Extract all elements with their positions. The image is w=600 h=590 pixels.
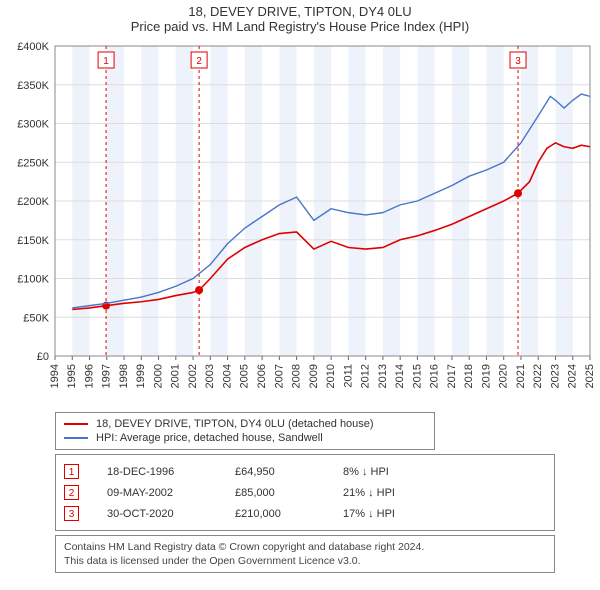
svg-text:2014: 2014 [394,364,406,388]
event-date: 18-DEC-1996 [107,466,207,478]
event-date: 09-MAY-2002 [107,487,207,499]
svg-text:2001: 2001 [170,364,182,388]
event-marker-icon: 1 [64,464,79,479]
svg-text:2016: 2016 [429,364,441,388]
legend-box: 18, DEVEY DRIVE, TIPTON, DY4 0LU (detach… [55,412,435,450]
svg-text:2025: 2025 [584,364,596,388]
attribution-line: This data is licensed under the Open Gov… [64,554,546,568]
svg-text:£100K: £100K [17,274,49,286]
svg-text:£150K: £150K [17,235,49,247]
svg-text:2018: 2018 [463,364,475,388]
svg-text:1997: 1997 [101,364,113,388]
svg-text:2021: 2021 [515,364,527,388]
svg-text:1: 1 [103,56,109,67]
svg-text:2017: 2017 [446,364,458,388]
svg-text:2000: 2000 [152,364,164,388]
event-date: 30-OCT-2020 [107,508,207,520]
svg-text:2009: 2009 [308,364,320,388]
svg-text:2024: 2024 [567,364,579,388]
event-row: 1 18-DEC-1996 £64,950 8% ↓ HPI [64,461,546,482]
svg-text:2007: 2007 [273,364,285,388]
legend-item: HPI: Average price, detached house, Sand… [64,431,426,445]
title-line-1: 18, DEVEY DRIVE, TIPTON, DY4 0LU [0,4,600,19]
svg-text:2002: 2002 [187,364,199,388]
svg-text:2012: 2012 [360,364,372,388]
title-line-2: Price paid vs. HM Land Registry's House … [0,19,600,34]
svg-text:2011: 2011 [342,364,354,388]
svg-text:2010: 2010 [325,364,337,388]
legend-swatch [64,437,88,439]
svg-text:2003: 2003 [204,364,216,388]
svg-text:3: 3 [515,56,521,67]
svg-text:2006: 2006 [256,364,268,388]
svg-text:1995: 1995 [66,364,78,388]
svg-text:2: 2 [196,56,202,67]
svg-text:2020: 2020 [498,364,510,388]
svg-text:£200K: £200K [17,196,49,208]
events-box: 1 18-DEC-1996 £64,950 8% ↓ HPI 2 09-MAY-… [55,454,555,531]
event-row: 3 30-OCT-2020 £210,000 17% ↓ HPI [64,503,546,524]
svg-text:2008: 2008 [291,364,303,388]
event-diff: 17% ↓ HPI [343,508,546,520]
svg-text:2022: 2022 [532,364,544,388]
event-diff: 21% ↓ HPI [343,487,546,499]
svg-text:1999: 1999 [135,364,147,388]
svg-text:2023: 2023 [549,364,561,388]
event-row: 2 09-MAY-2002 £85,000 21% ↓ HPI [64,482,546,503]
event-price: £210,000 [235,508,315,520]
svg-text:£50K: £50K [23,312,49,324]
line-chart-svg: £0 £50K £100K £150K £200K £250K £300K £350K £400… [0,36,600,406]
svg-text:1998: 1998 [118,364,130,388]
svg-text:£350K: £350K [17,80,49,92]
event-marker-icon: 2 [64,485,79,500]
event-marker-icon: 3 [64,506,79,521]
legend-item: 18, DEVEY DRIVE, TIPTON, DY4 0LU (detach… [64,417,426,431]
attribution-box: Contains HM Land Registry data © Crown c… [55,535,555,573]
svg-text:2005: 2005 [239,364,251,388]
svg-text:£300K: £300K [17,119,49,131]
attribution-line: Contains HM Land Registry data © Crown c… [64,540,546,554]
svg-text:£250K: £250K [17,157,49,169]
svg-text:1996: 1996 [83,364,95,388]
chart-title-block: 18, DEVEY DRIVE, TIPTON, DY4 0LU Price p… [0,0,600,36]
svg-text:2015: 2015 [411,364,423,388]
event-diff: 8% ↓ HPI [343,466,546,478]
legend-swatch [64,423,88,425]
svg-text:2013: 2013 [377,364,389,388]
svg-text:2019: 2019 [480,364,492,388]
svg-text:2004: 2004 [221,364,233,388]
event-price: £64,950 [235,466,315,478]
chart-area: £0 £50K £100K £150K £200K £250K £300K £350K £400… [0,36,600,406]
legend-label: HPI: Average price, detached house, Sand… [96,432,323,444]
svg-text:1994: 1994 [49,364,61,388]
event-price: £85,000 [235,487,315,499]
svg-text:£0: £0 [37,351,49,363]
svg-text:£400K: £400K [17,41,49,53]
legend-label: 18, DEVEY DRIVE, TIPTON, DY4 0LU (detach… [96,418,374,430]
